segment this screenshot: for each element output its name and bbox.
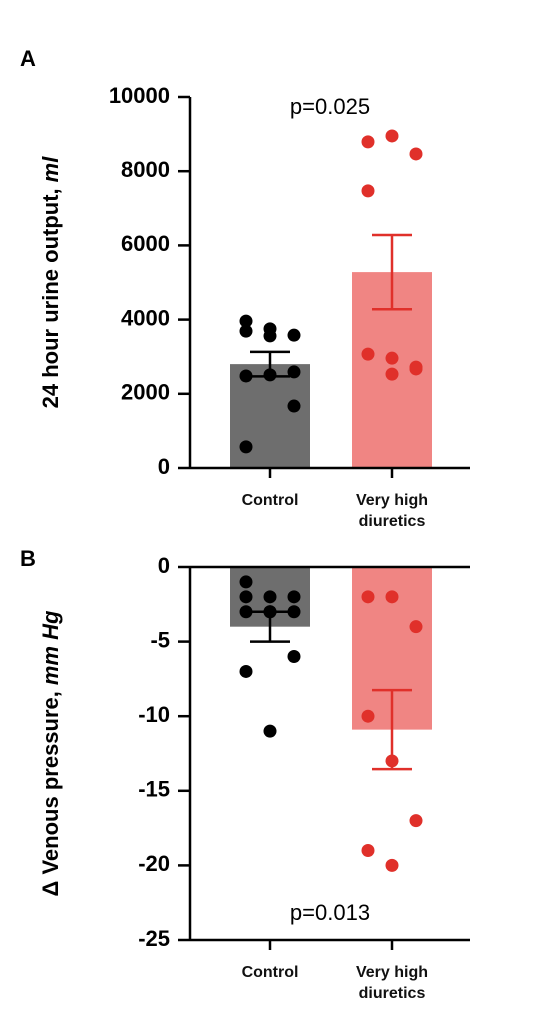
panel-label: B [20, 546, 36, 571]
y-tick-label: 0 [158, 553, 170, 578]
y-tick-label: 4000 [121, 305, 170, 330]
data-point [361, 843, 375, 857]
data-point [361, 709, 375, 723]
data-point [239, 575, 253, 589]
data-point [263, 329, 277, 343]
data-point [287, 328, 301, 342]
data-point [239, 324, 253, 338]
y-axis-label-text: 24 hour urine output, [38, 188, 63, 408]
y-axis-label-text: Δ Venous pressure, [38, 691, 63, 896]
data-point [239, 369, 253, 383]
y-axis-label: Δ Venous pressure, mm Hg [38, 610, 63, 896]
data-point [361, 347, 375, 361]
x-tick-label: Very high diuretics [355, 492, 429, 530]
data-point [239, 664, 253, 678]
annotation: p=0.025 [290, 94, 370, 119]
y-axis-label: 24 hour urine output, ml [38, 156, 63, 409]
y-tick-label: -10 [138, 702, 170, 727]
y-tick-label: 0 [158, 454, 170, 479]
data-point [361, 184, 375, 198]
x-tick-label: Very high diuretics [355, 964, 429, 1002]
y-tick-label: 8000 [121, 157, 170, 182]
data-point [409, 147, 423, 161]
y-tick-label: -25 [138, 926, 170, 951]
data-point [385, 590, 399, 604]
y-tick-label: -5 [150, 627, 170, 652]
y-axis-label-unit: ml [38, 156, 63, 183]
y-tick-label: 2000 [121, 380, 170, 405]
data-point [287, 365, 301, 379]
data-point [361, 590, 375, 604]
data-point [409, 362, 423, 376]
y-tick-label: 10000 [109, 83, 170, 108]
data-point [263, 724, 277, 738]
y-tick-label: -20 [138, 851, 170, 876]
data-point [287, 650, 301, 664]
annotation: p=0.013 [290, 900, 370, 925]
data-point [409, 620, 423, 634]
data-point [409, 814, 423, 828]
x-tick-label: Control [241, 492, 299, 509]
data-point [239, 590, 253, 604]
data-point [287, 605, 301, 619]
data-point [385, 351, 399, 365]
y-axis-label-unit: mm Hg [38, 610, 63, 685]
data-point [239, 605, 253, 619]
data-point [385, 858, 399, 872]
data-point [239, 314, 253, 328]
data-point [287, 590, 301, 604]
data-point [361, 135, 375, 149]
data-point [385, 367, 399, 381]
data-point [385, 129, 399, 143]
data-point [239, 440, 253, 454]
x-tick-label: Control [241, 964, 299, 981]
panel-label: A [20, 46, 36, 71]
y-tick-label: -15 [138, 777, 170, 802]
data-point [263, 590, 277, 604]
y-tick-label: 6000 [121, 231, 170, 256]
data-point [287, 399, 301, 413]
